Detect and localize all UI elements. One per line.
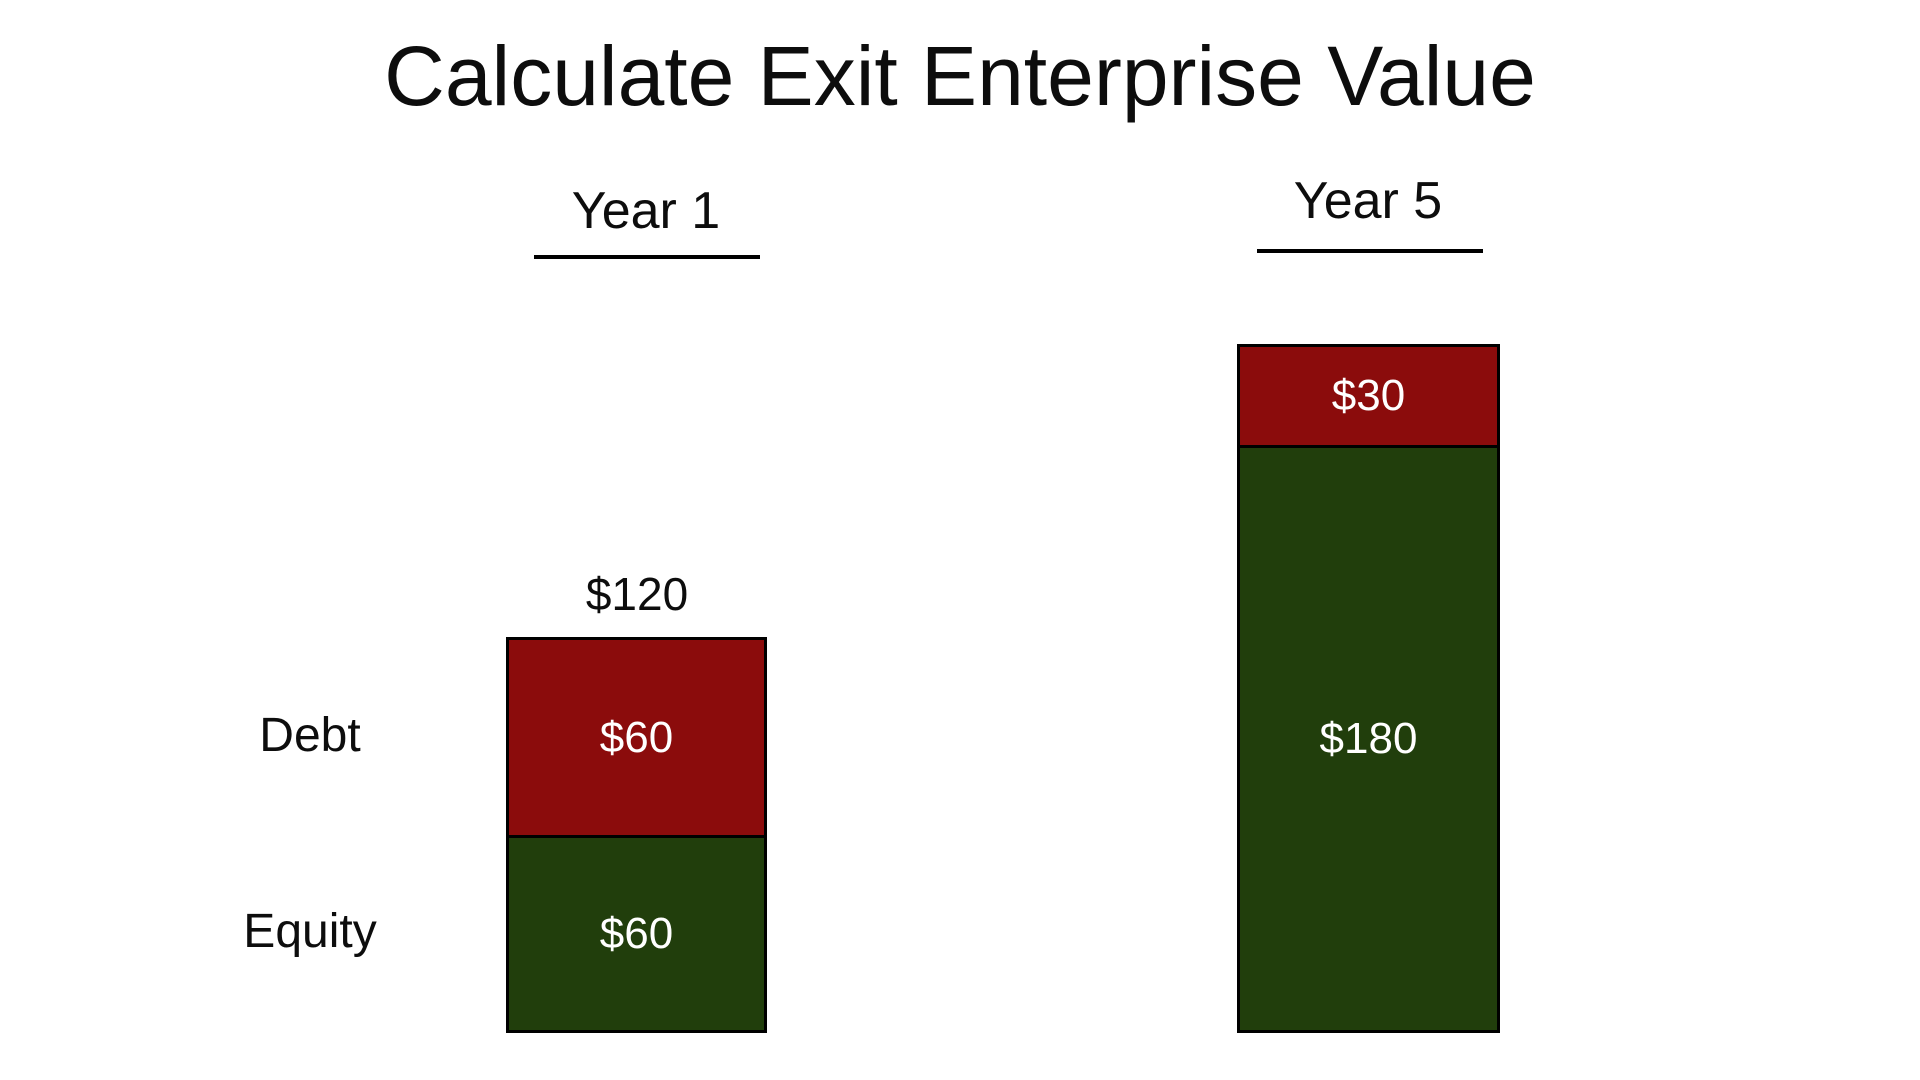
page-title: Calculate Exit Enterprise Value <box>384 28 1536 123</box>
row-label-debt: Debt <box>259 708 361 762</box>
bar-year1: $60 $60 <box>506 637 767 1033</box>
row-label-equity: Equity <box>243 904 377 958</box>
year1-header-underline <box>534 255 760 259</box>
column-header-year1: Year 1 <box>571 182 721 240</box>
bar-year5-debt-segment: $30 <box>1240 347 1497 445</box>
column-header-year5: Year 5 <box>1293 172 1443 230</box>
bar-year1-equity-segment: $60 <box>509 835 764 1030</box>
year5-header-underline <box>1257 249 1483 253</box>
bar-year5-equity-value: $180 <box>1319 714 1418 763</box>
bar-year1-equity-value: $60 <box>599 909 674 958</box>
bar-year5: $30 $180 <box>1237 344 1500 1033</box>
bar-year5-equity-segment: $180 <box>1240 445 1497 1030</box>
bar-year1-debt-value: $60 <box>599 712 674 762</box>
bar-year1-debt-segment: $60 <box>509 640 764 835</box>
year1-total-value-label: $120 <box>585 568 689 620</box>
bar-year5-debt-value: $30 <box>1331 371 1406 420</box>
